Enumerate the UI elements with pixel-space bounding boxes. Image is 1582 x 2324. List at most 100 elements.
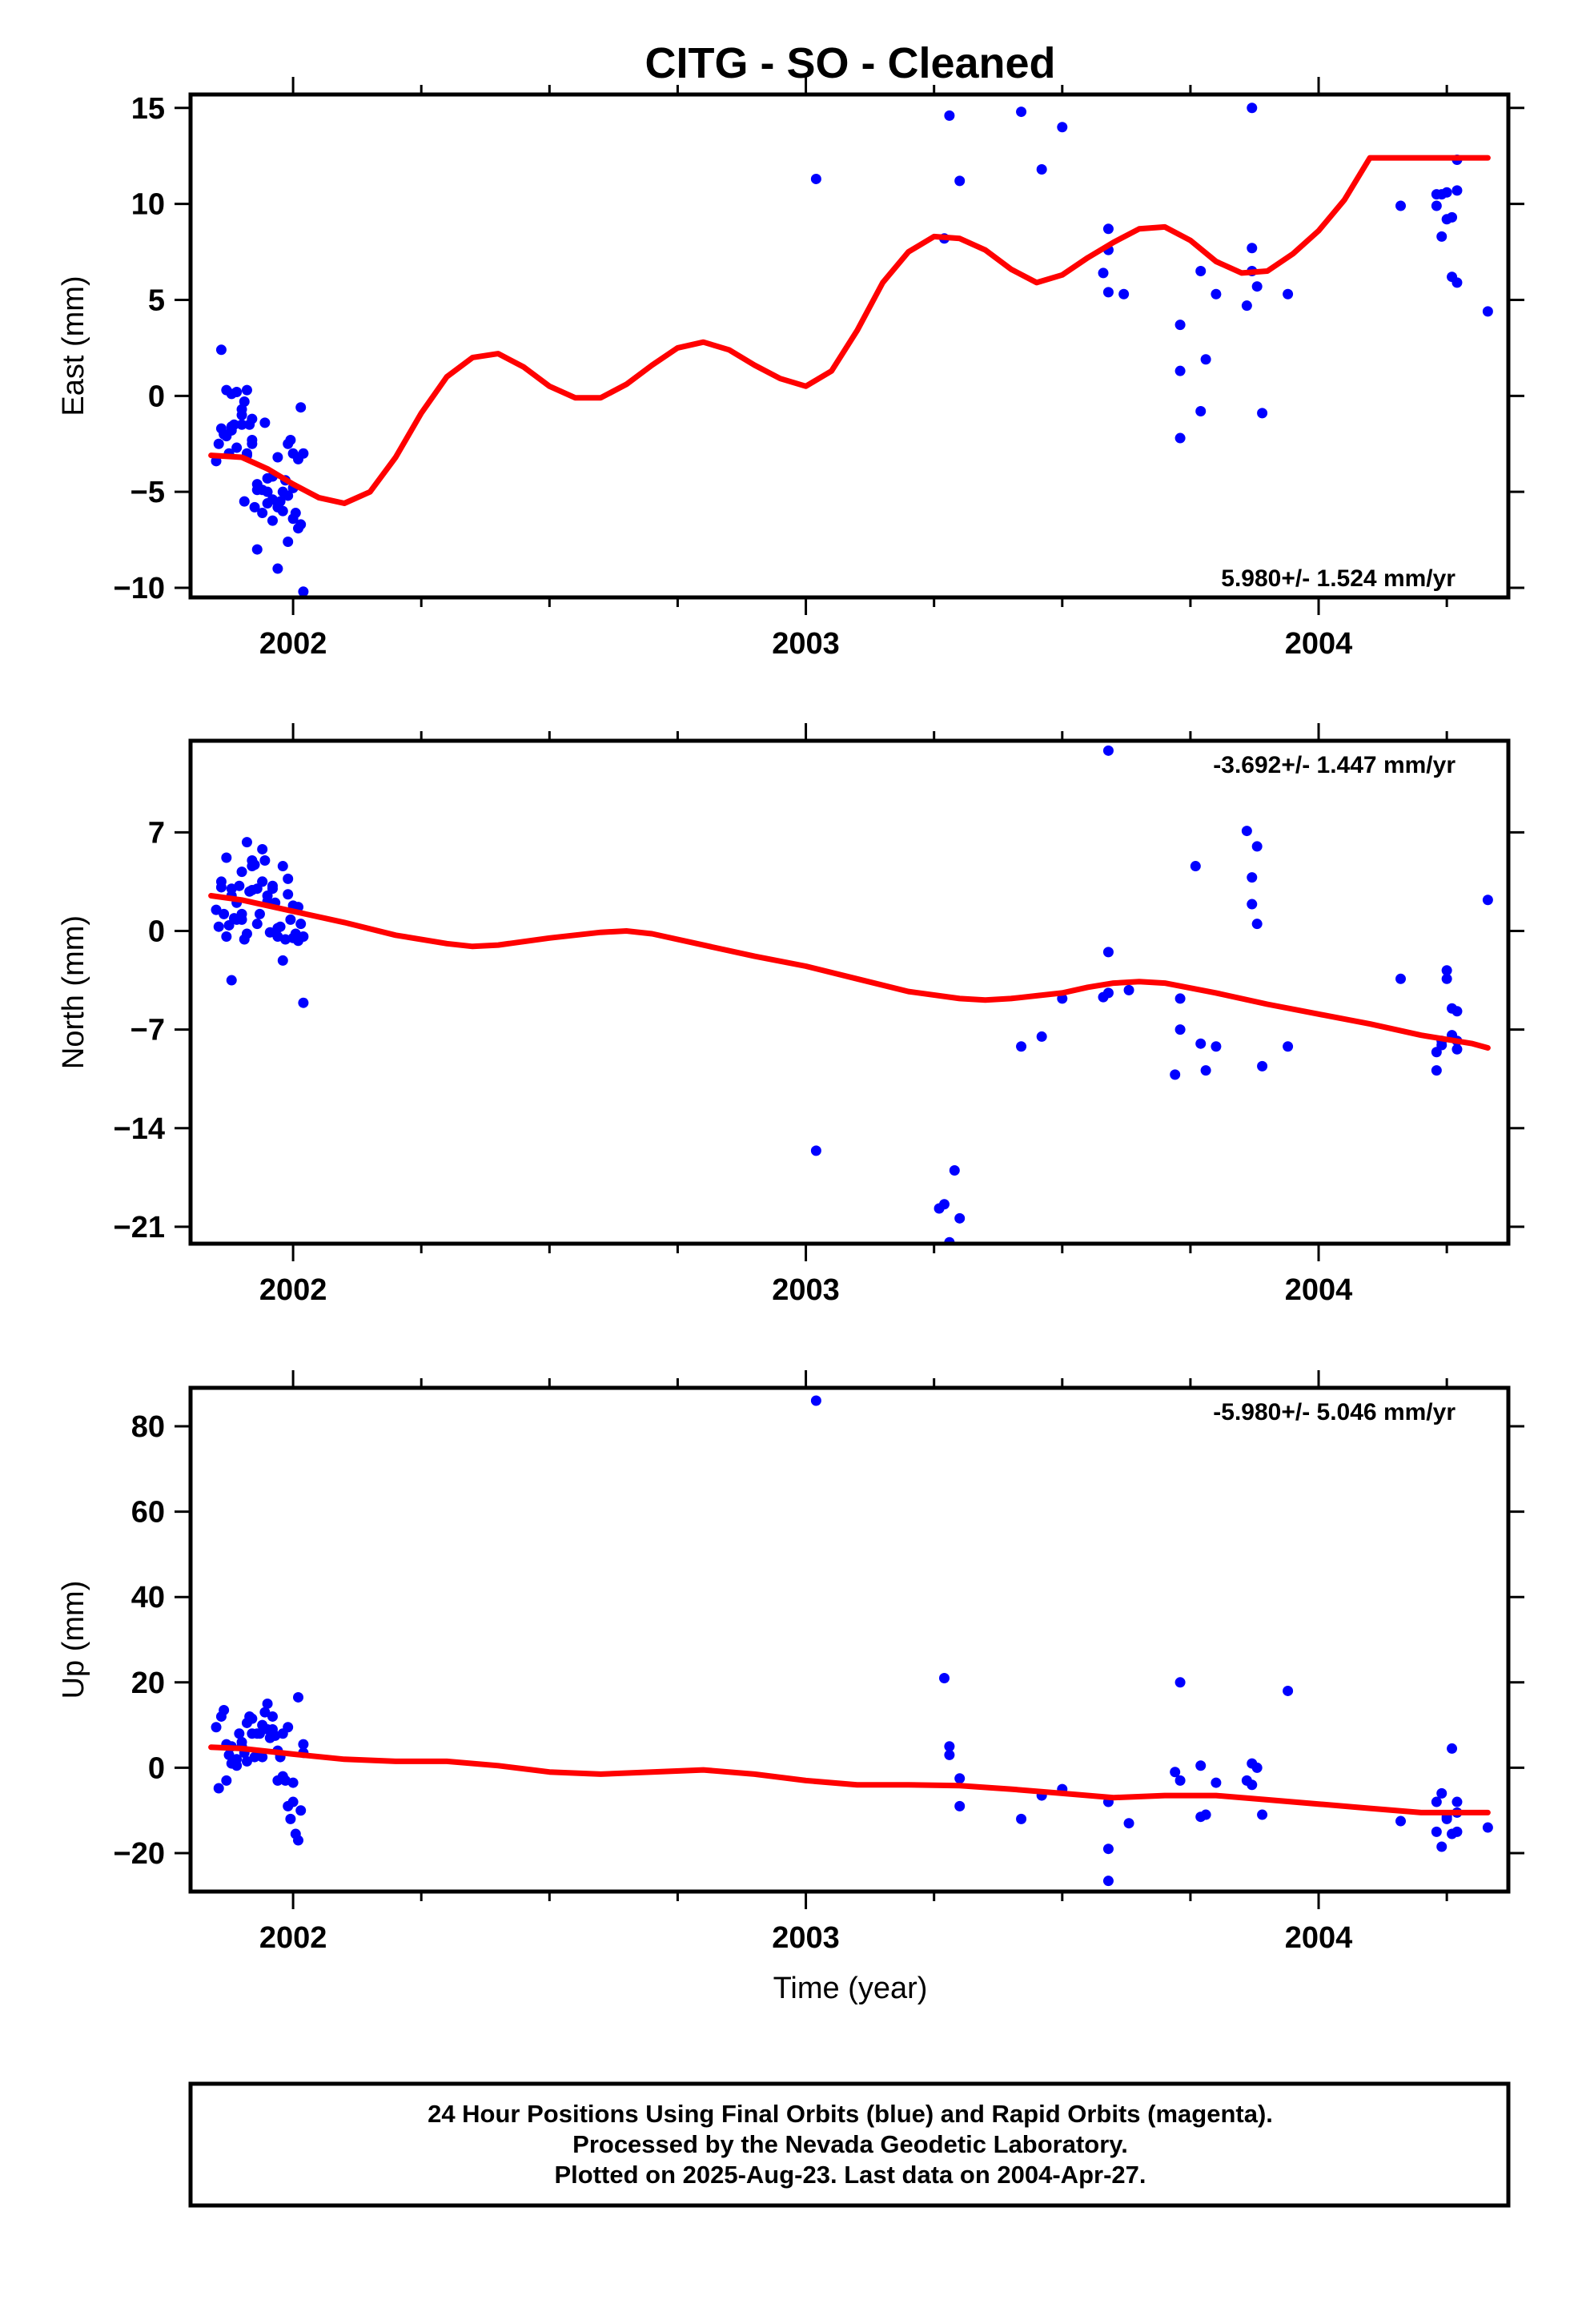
up-data-point [1436,1787,1447,1799]
north-data-point [277,955,288,966]
east-y-tick-label: 10 [131,188,165,222]
east-data-point [1211,288,1222,300]
north-data-point [226,975,237,986]
up-data-point [295,1805,307,1816]
up-data-point [211,1722,222,1733]
north-x-tick-label: 2002 [259,1273,327,1307]
north-data-point [1452,1043,1463,1055]
figure-title: CITG - SO - Cleaned [644,39,1055,87]
north-data-point [298,997,309,1008]
north-data-point [1482,895,1493,906]
east-data-point [1257,408,1268,419]
up-y-tick-label: 80 [131,1410,165,1444]
east-data-point [213,438,224,449]
east-data-point [247,413,258,424]
up-data-point [1431,1826,1442,1837]
footer-line-2: Processed by the Nevada Geodetic Laborat… [572,2130,1128,2158]
up-data-point [1251,1762,1263,1773]
east-rate-label: 5.980+/- 1.524 mm/yr [1221,565,1456,592]
east-data-point [272,452,283,463]
north-data-point [257,876,268,887]
east-data-point [290,508,301,519]
up-y-tick-label: 40 [131,1581,165,1614]
up-y-tick-label: 0 [148,1751,165,1785]
up-y-tick-label: 60 [131,1496,165,1530]
east-data-point [251,479,263,490]
up-y-tick-label: −20 [114,1837,165,1871]
north-data-point [1452,1006,1463,1017]
north-data-point [1036,1031,1047,1042]
east-data-point [298,448,309,459]
east-data-point [257,508,268,519]
east-y-tick-label: −5 [130,476,165,509]
north-rate-label: -3.692+/- 1.447 mm/yr [1213,752,1456,778]
north-data-point [1200,1065,1211,1076]
east-data-point [285,434,296,445]
east-data-point [944,110,955,121]
up-data-point [944,1741,955,1752]
north-data-point [1251,919,1263,930]
north-y-tick-label: −7 [130,1014,165,1047]
up-x-tick-label: 2002 [259,1921,327,1955]
up-data-point [1395,1815,1407,1827]
east-data-point [1482,306,1493,317]
up-data-point [1102,1876,1114,1887]
north-y-axis-label: North (mm) [57,915,90,1069]
north-data-point [1395,973,1407,984]
north-data-point [1170,1069,1181,1080]
north-data-point [251,919,263,930]
up-data-point [1174,1775,1186,1786]
east-data-point [1200,354,1211,365]
east-frame [188,92,1511,600]
up-x-tick-label: 2003 [772,1921,840,1955]
east-plot-area [208,103,1493,597]
north-data-point [1247,872,1258,883]
up-data-point [810,1395,821,1406]
east-y-axis-label: East (mm) [57,275,90,416]
north-data-point [277,861,288,872]
up-data-point [1452,1796,1463,1807]
north-data-point [247,855,258,866]
up-data-point [938,1672,950,1683]
east-data-point [1247,243,1258,254]
up-data-point [1195,1760,1207,1771]
north-plot-area [208,745,1493,1244]
east-data-point [1016,107,1027,118]
up-data-point [954,1773,966,1784]
north-x-tick-label: 2003 [772,1273,840,1307]
east-data-point [810,173,821,184]
up-data-point [234,1728,245,1739]
north-data-point [213,921,224,932]
up-data-point [1016,1813,1027,1824]
east-data-point [272,563,283,574]
east-data-point [231,442,243,453]
north-data-point [285,914,296,925]
north-data-point [949,1165,960,1176]
up-panel: 2002 2003 2004 −20 0 20 40 60 80 Up (mm) -5.980+/-… [57,1370,1524,1955]
north-data-point [241,928,252,939]
footer-line-3: Plotted on 2025-Aug-23. Last data on 200… [554,2161,1146,2189]
up-y-tick-label: 20 [131,1667,165,1700]
east-data-point [1395,200,1407,211]
north-data-point [219,908,230,919]
footer-line-1: 24 Hour Positions Using Final Orbits (bl… [428,2100,1273,2128]
east-data-point [262,486,273,497]
east-data-point [1118,288,1130,300]
east-data-point [1102,287,1114,298]
up-data-point [954,1800,966,1811]
up-data-point [241,1717,252,1728]
up-data-point [226,1758,237,1769]
up-data-point [1482,1822,1493,1833]
up-fit-line [208,1744,1491,1815]
up-y-axis-label: Up (mm) [57,1581,90,1699]
east-data-point [1447,211,1458,223]
east-data-point [283,536,294,547]
east-fit-line [208,155,1491,506]
up-data-point [283,1722,294,1733]
up-data-point [254,1728,265,1739]
east-data-point [1452,185,1463,196]
east-x-tick-label: 2004 [1285,627,1353,661]
footer-box: 24 Hour Positions Using Final Orbits (bl… [188,2081,1511,2208]
north-data-point [1441,965,1452,976]
